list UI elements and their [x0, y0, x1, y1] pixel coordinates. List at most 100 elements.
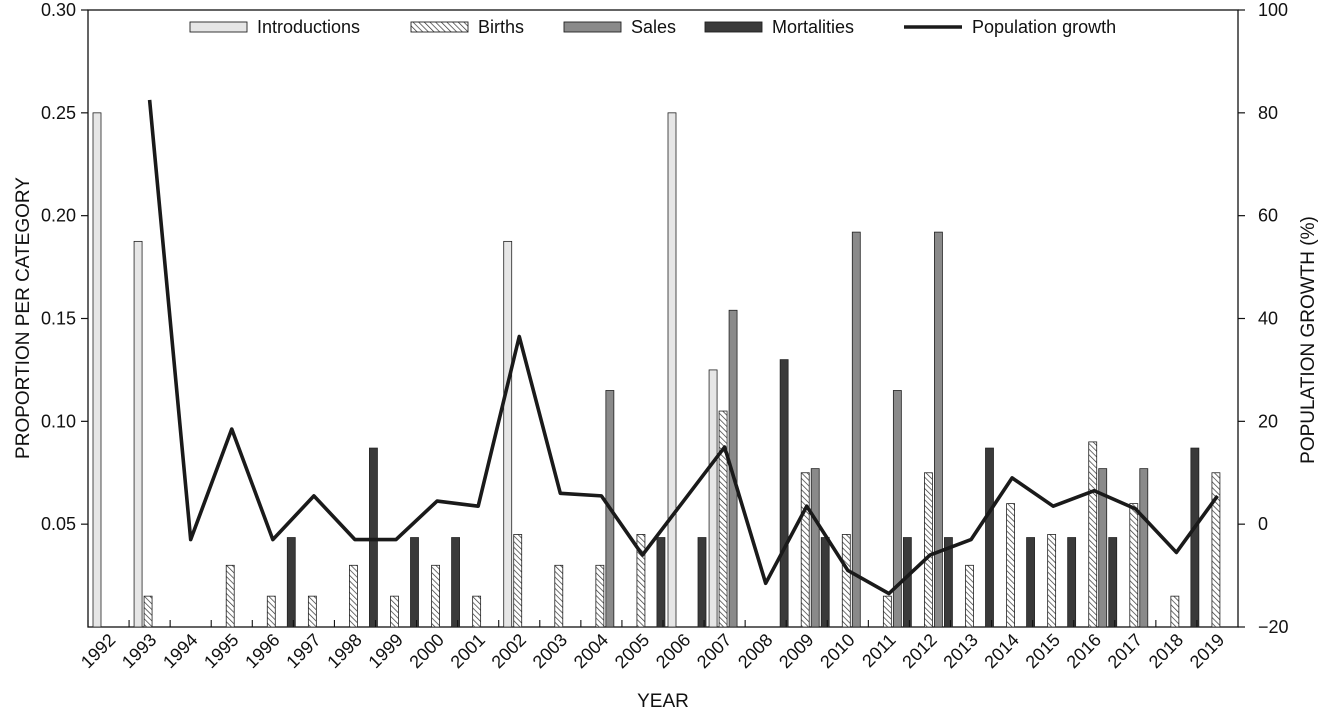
bar-sales-2011 [892, 390, 902, 628]
x-tick-label-2009: 2009 [775, 630, 817, 672]
bar-mortalities-2011 [902, 537, 912, 628]
x-tick-label-1995: 1995 [200, 630, 242, 672]
bar-mortalities-1998 [369, 447, 378, 628]
x-tick-label-2015: 2015 [1022, 630, 1064, 672]
bar-introductions-1993 [133, 240, 143, 628]
bars-layer [92, 112, 1221, 628]
x-tick-label-2001: 2001 [447, 630, 489, 672]
bar-mortalities-1999 [410, 537, 419, 628]
x-tick-label-2004: 2004 [570, 630, 612, 672]
x-tick-label-2019: 2019 [1186, 630, 1228, 672]
y-tick-label-0.05: 0.05 [41, 514, 76, 534]
bar-mortalities-2015 [1067, 537, 1077, 628]
x-tick-label-2007: 2007 [693, 630, 735, 672]
legend-label-mortalities: Mortalities [772, 17, 854, 37]
legend-swatch-sales [563, 21, 622, 33]
x-tick-label-2017: 2017 [1104, 630, 1146, 672]
legend-label-sales: Sales [631, 17, 676, 37]
legend: Introductions Births Sales Mortalities Popul… [189, 17, 1116, 37]
bar-mortalities-2000 [451, 537, 460, 628]
y-axis-title: PROPORTION PER CATEGORY [13, 177, 34, 459]
bar-births-2011 [882, 595, 892, 628]
bar-sales-2010 [851, 231, 861, 628]
bar-births-2013 [965, 564, 974, 628]
bar-births-2017 [1129, 503, 1139, 628]
x-tick-label-1998: 1998 [323, 630, 365, 672]
bar-mortalities-2013 [985, 447, 994, 628]
bar-births-1996 [266, 595, 276, 628]
x-tick-label-2000: 2000 [405, 630, 447, 672]
x-tick-label-1999: 1999 [364, 630, 406, 672]
bar-births-2018 [1170, 595, 1180, 628]
bar-births-2005 [636, 534, 646, 628]
bar-mortalities-2012 [944, 537, 953, 628]
x-tick-label-2016: 2016 [1063, 630, 1105, 672]
x-tick-label-2006: 2006 [652, 630, 694, 672]
bar-births-1998 [349, 564, 358, 628]
bar-births-2016 [1088, 441, 1098, 628]
plot-frame [87, 9, 1239, 628]
y2-tick-label-20: 20 [1258, 411, 1278, 431]
bar-sales-2017 [1139, 468, 1149, 628]
y2-tick-label-0: 0 [1258, 514, 1268, 534]
x-tick-label-2018: 2018 [1145, 630, 1187, 672]
bar-mortalities-2014 [1026, 537, 1035, 628]
bar-births-2014 [1006, 503, 1015, 628]
x-tick-label-1993: 1993 [118, 630, 160, 672]
bar-sales-2012 [934, 231, 943, 628]
bar-births-2007 [718, 410, 728, 628]
y-tick-label-0.30: 0.30 [41, 0, 76, 20]
y2-tick-label-−20: −20 [1258, 617, 1289, 637]
bar-births-1999 [390, 595, 399, 628]
y-axis-left: 0.05 0.10 0.15 0.20 0.25 0.30 [41, 0, 88, 534]
legend-label-introductions: Introductions [257, 17, 360, 37]
line-layer [147, 99, 1219, 596]
legend-swatch-births [410, 21, 469, 33]
bar-mortalities-2006 [697, 537, 707, 628]
x-tick-label-1994: 1994 [159, 630, 201, 672]
y2-axis-title: POPULATION GROWTH (%) [1298, 216, 1319, 464]
bar-births-2004 [595, 564, 605, 628]
y-tick-label-0.10: 0.10 [41, 411, 76, 431]
bar-sales-2016 [1098, 468, 1108, 628]
x-tick-label-1996: 1996 [241, 630, 283, 672]
bar-births-2012 [924, 472, 933, 628]
x-tick-label-2012: 2012 [898, 630, 940, 672]
y2-tick-label-80: 80 [1258, 103, 1278, 123]
bar-births-2002 [513, 534, 523, 628]
legend-label-population-growth: Population growth [972, 17, 1116, 37]
bar-introductions-2002 [503, 240, 513, 628]
bar-mortalities-2009 [820, 537, 830, 628]
bar-births-2010 [841, 534, 851, 628]
bar-introductions-2006 [667, 112, 677, 628]
bar-births-1993 [143, 595, 153, 628]
line-population-growth [147, 99, 1219, 596]
bar-births-2000 [431, 564, 440, 628]
y-tick-label-0.20: 0.20 [41, 206, 76, 226]
x-tick-label-2011: 2011 [858, 630, 900, 672]
y2-tick-label-40: 40 [1258, 309, 1278, 329]
bar-births-2001 [472, 595, 482, 628]
bar-births-2015 [1047, 534, 1057, 628]
legend-label-births: Births [478, 17, 524, 37]
x-tick-label-2003: 2003 [529, 630, 571, 672]
x-axis-title: YEAR [637, 691, 689, 712]
bar-births-2009 [800, 472, 810, 628]
bar-introductions-1992 [92, 112, 102, 628]
x-tick-label-2010: 2010 [816, 630, 858, 672]
x-tick-label-2014: 2014 [980, 630, 1022, 672]
bar-births-2003 [554, 564, 564, 628]
bar-births-1997 [307, 595, 317, 628]
bar-mortalities-2008 [779, 359, 789, 628]
x-tick-label-2008: 2008 [734, 630, 776, 672]
legend-swatch-mortalities [704, 21, 763, 33]
x-tick-label-2002: 2002 [488, 630, 530, 672]
x-tick-label-2005: 2005 [611, 630, 653, 672]
x-tick-label-2013: 2013 [939, 630, 981, 672]
y-tick-label-0.25: 0.25 [41, 103, 76, 123]
bar-births-1995 [225, 564, 235, 628]
bar-mortalities-2016 [1108, 537, 1118, 628]
bar-sales-2007 [728, 309, 738, 628]
bar-mortalities-1996 [286, 537, 296, 628]
